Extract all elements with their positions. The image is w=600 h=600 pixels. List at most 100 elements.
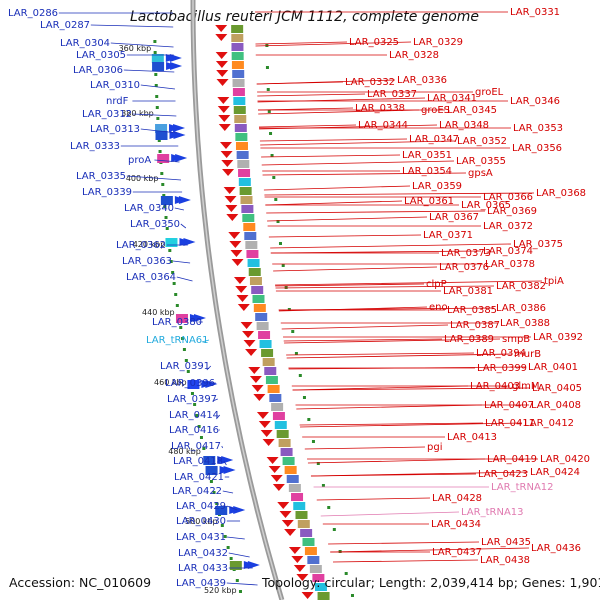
- right-leader-line: [255, 41, 412, 47]
- gene-arrow: [226, 214, 239, 221]
- left-leader-line: [174, 207, 184, 211]
- gene-arrow: [256, 412, 269, 419]
- right-gene-label: LAR_0328: [389, 50, 439, 61]
- track-dot: [278, 242, 282, 245]
- right-gene-label: LAR_0368: [536, 188, 586, 199]
- gene-box: [242, 214, 255, 222]
- gene-box: [234, 124, 247, 132]
- left-leader-line: [140, 128, 178, 134]
- track-dot: [270, 154, 274, 157]
- left-leader-line: [223, 460, 227, 466]
- left-gene-label: LAR_0421: [174, 472, 224, 483]
- gene-arrow: [216, 70, 229, 77]
- left-leader-line: [126, 175, 182, 181]
- right-gene-label: LAR_0385: [447, 305, 497, 316]
- right-gene-label: LAR_0325: [349, 37, 399, 48]
- gene-arrow: [272, 484, 285, 491]
- gene-arrow: [215, 25, 228, 32]
- right-gene-label: LAR_0344: [358, 120, 408, 131]
- track-dot: [302, 396, 306, 399]
- track-dot: [165, 227, 169, 230]
- left-gene-label: LAR_0363: [122, 256, 172, 267]
- track-dot: [284, 286, 288, 289]
- gene-arrow: [218, 115, 231, 122]
- gene-arrow: [251, 385, 264, 392]
- right-leader-line: [275, 280, 543, 286]
- gene-box: [317, 592, 330, 600]
- accession-text: Accession: NC_010609: [9, 575, 152, 590]
- track-dot: [181, 337, 185, 340]
- track-dot: [195, 414, 199, 417]
- right-leader-line: [266, 210, 486, 214]
- gene-box: [302, 538, 315, 546]
- gene-arrow: [223, 187, 236, 194]
- gene-arrow: [293, 565, 306, 572]
- track-dot: [266, 88, 270, 91]
- right-leader-line: [270, 250, 482, 254]
- right-gene-label: LAR_0347: [409, 134, 459, 145]
- track-dot: [154, 84, 158, 87]
- right-gene-label: LAR_0382: [496, 281, 546, 292]
- left-leader-line: [180, 223, 187, 229]
- track-dot: [193, 403, 197, 406]
- left-leader-line: [132, 113, 177, 117]
- right-leader-line: [283, 338, 443, 342]
- gene-box: [297, 520, 310, 528]
- gene-arrow: [217, 97, 230, 104]
- right-leader-line: [273, 266, 438, 272]
- right-strand-features: [215, 25, 330, 600]
- right-gene-label: LAR_0375: [513, 239, 563, 250]
- gene-box: [267, 385, 280, 393]
- track-dot: [156, 117, 160, 120]
- right-leader-line: [296, 404, 483, 410]
- left-gene-label: LAR_0364: [126, 272, 176, 283]
- gene-box: [231, 43, 244, 51]
- track-dot: [175, 304, 179, 307]
- right-leader-line: [263, 185, 411, 191]
- left-gene-label: LAR_0340: [124, 203, 174, 214]
- track-dot: [169, 260, 173, 263]
- track-dot: [160, 172, 164, 175]
- right-leader-line: [304, 446, 426, 450]
- gene-box: [215, 506, 228, 515]
- right-leader-line: [256, 79, 396, 85]
- gene-box: [307, 556, 320, 564]
- gene-box: [282, 457, 295, 465]
- right-gene-label: LAR_tRNA12: [491, 482, 554, 493]
- right-gene-label: LAR_0373: [441, 248, 491, 259]
- track-dot: [212, 491, 216, 494]
- right-gene-label: LAR_0378: [485, 259, 535, 270]
- right-gene-labels: LAR_0331 LAR_0325 LAR_0329 LAR_0328 LAR_0332…: [255, 7, 590, 566]
- gene-box: [252, 295, 265, 303]
- left-gene-label: LAR_tRNA61: [146, 335, 209, 346]
- left-leader-line: [123, 69, 175, 73]
- gene-box: [248, 268, 261, 276]
- gene-arrow: [225, 205, 238, 212]
- right-gene-label: LAR_0331: [510, 7, 560, 18]
- track-dot: [276, 220, 280, 223]
- gene-arrow: [170, 62, 183, 70]
- gene-arrow: [281, 520, 294, 527]
- left-gene-label: LAR_0396: [165, 378, 215, 389]
- gene-box: [238, 169, 251, 177]
- right-leader-line: [292, 387, 531, 391]
- gene-arrow: [173, 131, 186, 139]
- right-gene-label: LAR_0355: [456, 156, 506, 167]
- right-gene-label: LAR_0361: [404, 196, 454, 207]
- right-gene-label: LAR_0376: [439, 262, 489, 273]
- left-gene-label: LAR_0432: [178, 548, 228, 559]
- left-gene-label: LAR_0416: [169, 425, 219, 436]
- right-leader-line: [292, 385, 469, 391]
- gene-arrow: [218, 124, 231, 131]
- right-gene-label: gpsA: [468, 168, 493, 179]
- right-gene-label: LAR_0401: [528, 362, 578, 373]
- gene-arrow: [221, 456, 234, 464]
- right-gene-label: LAR_0341: [427, 93, 477, 104]
- track-dot: [267, 110, 271, 113]
- right-gene-label: LAR_0386: [496, 303, 546, 314]
- gene-arrow: [247, 561, 260, 569]
- right-gene-label: LAR_0337: [367, 89, 417, 100]
